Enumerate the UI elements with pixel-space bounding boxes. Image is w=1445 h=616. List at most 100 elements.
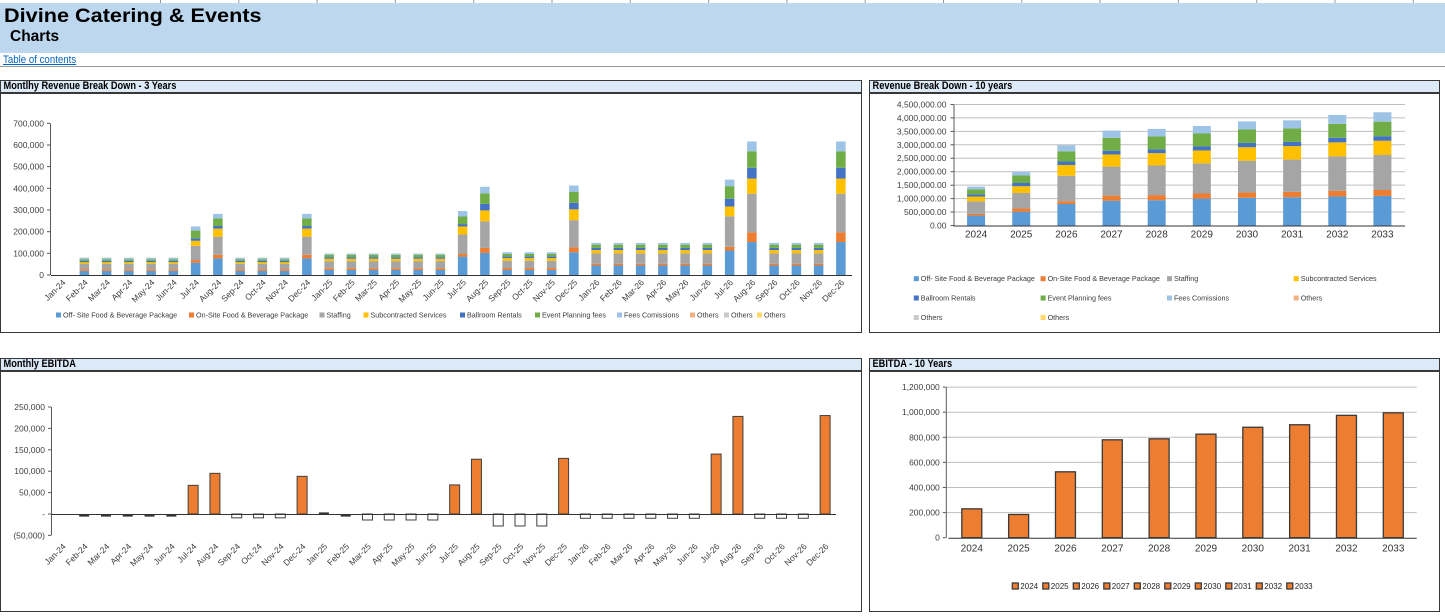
svg-text:Nov-24: Nov-24 <box>259 541 286 568</box>
svg-text:On-Site Food & Beverage Packag: On-Site Food & Beverage Package <box>196 311 308 320</box>
svg-text:100,000: 100,000 <box>13 248 44 258</box>
svg-text:Dec-25: Dec-25 <box>553 277 580 304</box>
svg-text:2024: 2024 <box>1020 582 1038 591</box>
svg-text:Off- Site Food & Beverage Pack: Off- Site Food & Beverage Package <box>63 311 177 320</box>
svg-text:Aug-25: Aug-25 <box>455 541 482 568</box>
svg-text:Aug-26: Aug-26 <box>731 277 758 304</box>
svg-text:Fees Comissions: Fees Comissions <box>1174 294 1230 303</box>
svg-text:Event Planning fees: Event Planning fees <box>1048 294 1112 303</box>
svg-text:2026: 2026 <box>1055 230 1078 241</box>
svg-text:Feb-26: Feb-26 <box>586 541 612 567</box>
svg-text:2027: 2027 <box>1101 544 1124 555</box>
svg-text:Others: Others <box>921 313 943 322</box>
svg-text:2029: 2029 <box>1173 582 1191 591</box>
svg-text:Ballroom Rentals: Ballroom Rentals <box>921 294 976 303</box>
svg-text:Jan-26: Jan-26 <box>565 541 591 567</box>
svg-text:May-26: May-26 <box>651 541 678 568</box>
svg-text:Mar-26: Mar-26 <box>608 541 634 567</box>
svg-text:1,000,000: 1,000,000 <box>902 407 940 417</box>
svg-text:500,000: 500,000 <box>13 162 44 172</box>
svg-text:Dec-24: Dec-24 <box>286 277 313 304</box>
svg-text:Jan-24: Jan-24 <box>42 277 68 303</box>
svg-text:400,000: 400,000 <box>13 183 44 193</box>
svg-text:Ballroom Rentals: Ballroom Rentals <box>467 311 522 320</box>
svg-text:1,000,000.00: 1,000,000.00 <box>897 194 947 204</box>
svg-text:May-24: May-24 <box>128 541 155 568</box>
svg-text:May-25: May-25 <box>389 541 416 568</box>
svg-text:Jun-26: Jun-26 <box>674 541 700 567</box>
svg-text:May-24: May-24 <box>129 277 156 304</box>
svg-text:2031: 2031 <box>1281 230 1304 241</box>
svg-text:Feb-24: Feb-24 <box>64 277 90 303</box>
svg-text:May-25: May-25 <box>396 277 423 304</box>
svg-text:Aug-25: Aug-25 <box>464 277 491 304</box>
svg-text:Sep-24: Sep-24 <box>216 541 243 568</box>
svg-text:200,000: 200,000 <box>909 508 940 518</box>
svg-text:2024: 2024 <box>961 544 984 555</box>
svg-text:Others: Others <box>731 311 753 320</box>
svg-text:0: 0 <box>935 533 940 543</box>
svg-text:2031: 2031 <box>1288 544 1311 555</box>
svg-text:2033: 2033 <box>1371 230 1394 241</box>
svg-text:2029: 2029 <box>1195 544 1218 555</box>
svg-text:2033: 2033 <box>1295 582 1313 591</box>
svg-text:Jan-25: Jan-25 <box>309 277 335 303</box>
svg-text:Jun-25: Jun-25 <box>413 541 439 567</box>
svg-text:Feb-25: Feb-25 <box>331 277 357 303</box>
svg-text:Staffing: Staffing <box>327 311 351 320</box>
svg-text:100,000: 100,000 <box>14 466 45 476</box>
svg-text:Nov-26: Nov-26 <box>782 541 809 568</box>
svg-text:800,000: 800,000 <box>909 432 940 442</box>
svg-text:2024: 2024 <box>965 230 988 241</box>
svg-text:Off- Site Food & Beverage Pack: Off- Site Food & Beverage Package <box>921 274 1035 283</box>
svg-text:2030: 2030 <box>1242 544 1265 555</box>
svg-text:2028: 2028 <box>1146 230 1169 241</box>
svg-text:Jan-25: Jan-25 <box>304 541 330 567</box>
svg-text:Jan-24: Jan-24 <box>42 541 68 567</box>
svg-text:200,000: 200,000 <box>13 227 44 237</box>
svg-text:Others: Others <box>764 311 786 320</box>
svg-text:Mar-26: Mar-26 <box>620 277 646 303</box>
svg-text:200,000: 200,000 <box>14 423 45 433</box>
svg-text:Sep-24: Sep-24 <box>219 277 246 304</box>
svg-text:Subcontracted Services: Subcontracted Services <box>1301 274 1377 283</box>
svg-text:Feb-24: Feb-24 <box>63 541 89 567</box>
svg-text:Dec-25: Dec-25 <box>543 541 570 568</box>
svg-text:(50,000): (50,000) <box>13 530 45 540</box>
svg-text:0.00: 0.00 <box>930 221 947 231</box>
svg-text:Sep-26: Sep-26 <box>739 541 766 568</box>
svg-text:2030: 2030 <box>1203 582 1221 591</box>
svg-text:2029: 2029 <box>1191 230 1214 241</box>
svg-text:Mar-24: Mar-24 <box>86 277 112 303</box>
svg-text:3,000,000.00: 3,000,000.00 <box>897 140 947 150</box>
svg-text:300,000: 300,000 <box>13 205 44 215</box>
svg-text:2028: 2028 <box>1148 544 1171 555</box>
svg-text:Feb-26: Feb-26 <box>598 277 624 303</box>
svg-text:700,000: 700,000 <box>13 118 44 128</box>
svg-text:600,000: 600,000 <box>909 457 940 467</box>
svg-text:2026: 2026 <box>1081 582 1099 591</box>
svg-text:Others: Others <box>1301 294 1323 303</box>
svg-text:Others: Others <box>1048 313 1070 322</box>
svg-text:Mar-24: Mar-24 <box>85 541 111 567</box>
svg-text:2025: 2025 <box>1051 582 1069 591</box>
svg-text:Subcontracted Services: Subcontracted Services <box>371 311 447 320</box>
svg-text:Jun-25: Jun-25 <box>420 277 446 303</box>
svg-text:Sep-26: Sep-26 <box>753 277 780 304</box>
svg-text:Dec-26: Dec-26 <box>804 541 831 568</box>
svg-text:Aug-24: Aug-24 <box>197 277 224 304</box>
svg-text:Sep-25: Sep-25 <box>477 541 504 568</box>
svg-text:2028: 2028 <box>1142 582 1160 591</box>
svg-text:Aug-26: Aug-26 <box>717 541 744 568</box>
svg-text:2032: 2032 <box>1264 582 1282 591</box>
svg-text:Mar-25: Mar-25 <box>347 541 373 567</box>
svg-text:Dec-24: Dec-24 <box>281 541 308 568</box>
svg-text:2032: 2032 <box>1335 544 1358 555</box>
svg-text:2030: 2030 <box>1236 230 1259 241</box>
svg-text:2025: 2025 <box>1010 230 1033 241</box>
svg-text:Fees Comissions: Fees Comissions <box>624 311 680 320</box>
svg-text:1,500,000.00: 1,500,000.00 <box>897 180 947 190</box>
svg-text:2027: 2027 <box>1100 230 1123 241</box>
svg-text:2031: 2031 <box>1234 582 1252 591</box>
svg-text:2,000,000.00: 2,000,000.00 <box>897 167 947 177</box>
